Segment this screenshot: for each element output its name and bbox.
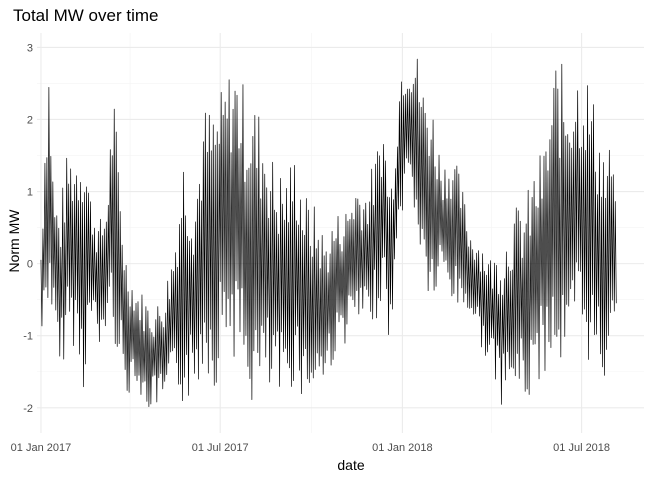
x-tick-label: 01 Jan 2018 [372, 442, 433, 454]
x-tick-label: 01 Jul 2017 [192, 442, 249, 454]
chart-title: Total MW over time [13, 6, 158, 25]
y-axis-title: Norm MW [6, 209, 22, 273]
y-tick-label: 0 [27, 259, 33, 271]
series-line [40, 58, 617, 407]
major-gridlines [37, 33, 644, 433]
minor-gridlines [37, 33, 644, 433]
x-axis-tick-labels: 01 Jan 2017 01 Jul 2017 01 Jan 2018 01 Jul … [11, 442, 610, 454]
x-tick-label: 01 Jan 2017 [11, 442, 72, 454]
y-tick-label: 1 [27, 187, 33, 199]
y-axis-tick-labels: -2 -1 0 1 2 3 [23, 42, 33, 414]
x-tick-label: 01 Jul 2018 [553, 442, 610, 454]
x-axis-title: date [337, 457, 364, 473]
y-tick-label: -2 [23, 403, 33, 415]
y-tick-label: -1 [23, 331, 33, 343]
y-tick-label: 2 [27, 114, 33, 126]
y-tick-label: 3 [27, 42, 33, 54]
series-layer [40, 58, 617, 407]
